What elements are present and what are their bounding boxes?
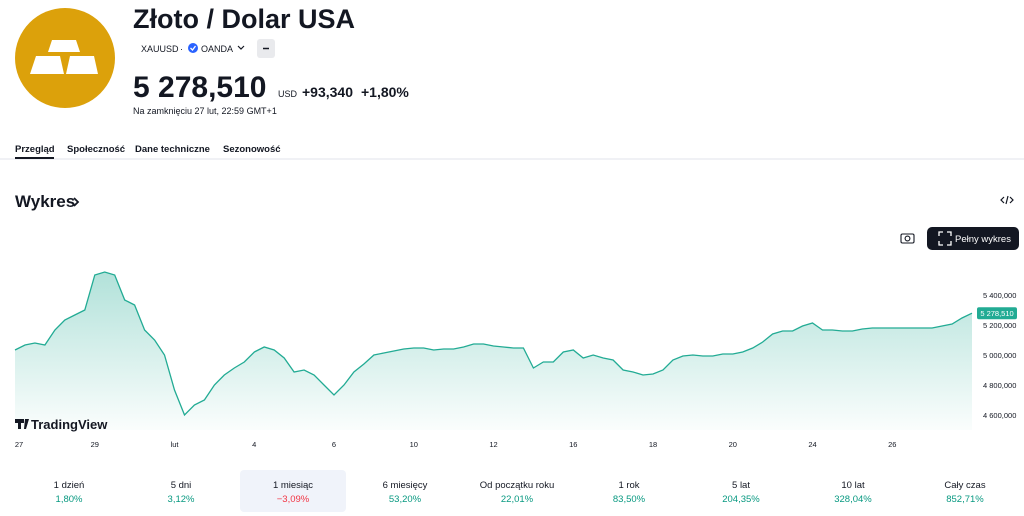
- tab[interactable]: Dane techniczne: [135, 144, 210, 155]
- price-change-percent: +1,80%: [361, 84, 409, 100]
- price-chart: 5 278,510 4 600,000 4 800,000 5 000,000 5 20…: [14, 271, 1017, 449]
- period-label[interactable]: 6 miesięcy: [383, 480, 428, 491]
- y-tick-label: 4 800,000: [983, 381, 1016, 390]
- price-change: +93,340: [302, 84, 353, 100]
- dropdown-chevron[interactable]: [237, 45, 245, 50]
- x-tick-label: lut: [171, 440, 180, 449]
- period-label[interactable]: 1 dzień: [54, 480, 85, 491]
- snapshot-button[interactable]: [900, 233, 915, 244]
- period-label[interactable]: Od początku roku: [480, 480, 554, 491]
- period-change[interactable]: 53,20%: [389, 494, 422, 505]
- price: 5 278,510: [133, 71, 266, 104]
- x-tick-label: 20: [729, 440, 737, 449]
- last-price-label: 5 278,510: [980, 309, 1013, 318]
- exchange[interactable]: OANDA: [201, 44, 233, 54]
- currency: USD: [278, 89, 298, 99]
- y-tick-label: 4 600,000: [983, 411, 1016, 420]
- x-tick-label: 6: [332, 440, 336, 449]
- x-tick-label: 26: [888, 440, 896, 449]
- period-bar: 1 dzień 1,80% 5 dni 3,12% 1 miesiąc −3,09% 6 m…: [54, 480, 986, 505]
- period-label[interactable]: 5 dni: [171, 480, 192, 491]
- symbol-logo: [15, 8, 115, 108]
- period-change[interactable]: 204,35%: [722, 494, 760, 505]
- verified-check: [190, 45, 197, 51]
- x-tick-label: 12: [489, 440, 497, 449]
- x-tick-label: 10: [410, 440, 418, 449]
- y-tick-label: 5 200,000: [983, 321, 1016, 330]
- price-area: [15, 272, 972, 430]
- x-tick-label: 4: [252, 440, 256, 449]
- selected-period-bg: [240, 470, 346, 512]
- tab[interactable]: Przegląd: [15, 144, 55, 155]
- y-tick-label: 5 400,000: [983, 291, 1016, 300]
- period-label[interactable]: Cały czas: [944, 480, 985, 491]
- separator: ·: [180, 44, 183, 54]
- symbol-title: Złoto / Dolar USA: [133, 4, 355, 34]
- market-status: Na zamknięciu 27 lut, 22:59 GMT+1: [133, 106, 277, 116]
- period-change[interactable]: 1,80%: [56, 494, 83, 505]
- section-title[interactable]: Wykres: [15, 192, 75, 211]
- period-change[interactable]: 22,01%: [501, 494, 534, 505]
- period-label[interactable]: 10 lat: [841, 480, 865, 491]
- x-tick-label: 24: [808, 440, 816, 449]
- fullscreen-icon: [938, 231, 952, 246]
- period-change[interactable]: 3,12%: [168, 494, 195, 505]
- tab[interactable]: Społeczność: [67, 144, 125, 155]
- x-tick-label: 27: [15, 440, 23, 449]
- price-line: [14, 271, 973, 417]
- tab-bar: Przegląd Społeczność Dane techniczne Sezono…: [15, 144, 281, 155]
- verified-icon: [188, 43, 198, 53]
- x-tick-label: 18: [649, 440, 657, 449]
- full-chart-button[interactable]: [927, 227, 1019, 250]
- period-change[interactable]: 83,50%: [613, 494, 646, 505]
- tab[interactable]: Sezonowość: [223, 144, 281, 155]
- x-tick-label: 16: [569, 440, 577, 449]
- period-change[interactable]: 852,71%: [946, 494, 984, 505]
- period-change[interactable]: −3,09%: [277, 494, 310, 505]
- branding: TradingView: [31, 417, 108, 432]
- period-label[interactable]: 1 rok: [618, 480, 639, 491]
- y-tick-label: 5 000,000: [983, 351, 1016, 360]
- symbol-ticker[interactable]: XAUUSD: [141, 44, 179, 54]
- x-tick-label: 29: [91, 440, 99, 449]
- period-label[interactable]: 1 miesiąc: [273, 480, 313, 491]
- branding-logo: [15, 419, 29, 429]
- full-chart-label[interactable]: Pełny wykres: [955, 234, 1011, 245]
- period-change[interactable]: 328,04%: [834, 494, 872, 505]
- section-chevron[interactable]: [73, 197, 80, 207]
- period-label[interactable]: 5 lat: [732, 480, 750, 491]
- last-price-tag: [977, 307, 1017, 320]
- embed-icon[interactable]: [1000, 195, 1014, 205]
